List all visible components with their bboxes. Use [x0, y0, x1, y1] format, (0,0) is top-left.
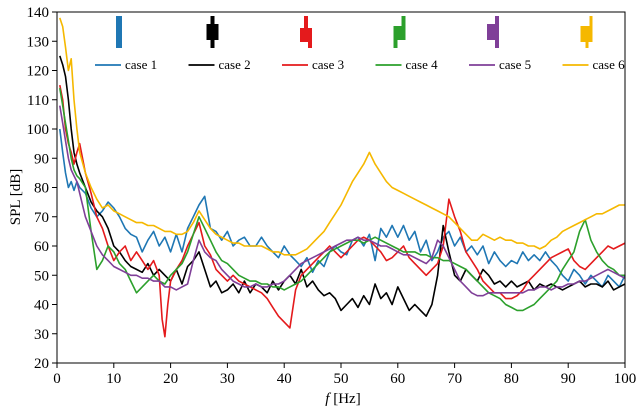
- legend-item-1: case 1: [95, 16, 157, 72]
- y-tick-label: 40: [34, 298, 49, 314]
- legend-label: case 2: [219, 57, 251, 72]
- x-tick-label: 100: [614, 371, 637, 387]
- series-line-3: [59, 84, 626, 338]
- offset-outlet-chamber-icon: [393, 16, 406, 48]
- offset-inlet-chamber-icon: [300, 16, 312, 48]
- series-line-6: [59, 17, 625, 256]
- legend-label: case 5: [499, 57, 531, 72]
- y-tick-label: 50: [34, 268, 49, 284]
- legend-item-4: case 4: [375, 16, 439, 72]
- y-tick-label: 90: [34, 151, 49, 167]
- series-line-4: [59, 87, 625, 312]
- x-tick-label: 60: [390, 371, 405, 387]
- axes-group: 0 10 20 30 40 50 60 70 80 90 100 20 30 40 50 60 70 80 90 10…: [27, 5, 637, 387]
- y-tick-label: 80: [34, 181, 49, 197]
- y-tick-label: 70: [34, 210, 49, 226]
- y-tick-label: 130: [27, 34, 50, 50]
- legend-label: case 6: [593, 57, 626, 72]
- extended-tube-chamber-icon: [580, 16, 593, 48]
- series-line-2: [59, 55, 626, 317]
- y-tick-label: 110: [27, 93, 49, 109]
- x-tick-label: 70: [447, 371, 462, 387]
- series-line-5: [59, 105, 626, 297]
- x-tick-label: 30: [220, 371, 235, 387]
- x-tick-label: 50: [334, 371, 349, 387]
- x-tick-label: 80: [504, 371, 519, 387]
- y-tick-label: 100: [27, 122, 50, 138]
- x-tick-label: 90: [561, 371, 576, 387]
- y-axis-label: SPL [dB]: [8, 169, 24, 226]
- offset-both-chamber-icon: [487, 16, 499, 48]
- y-tick-label: 30: [34, 327, 49, 343]
- y-tick-label: 140: [27, 5, 50, 21]
- legend-label: case 3: [312, 57, 344, 72]
- y-tick-label: 120: [27, 64, 50, 80]
- x-axis-label-italic: f: [325, 391, 331, 407]
- expansion-chamber-icon: [206, 16, 219, 48]
- x-axis-label-unit: [Hz]: [329, 391, 360, 407]
- x-tick-label: 0: [53, 371, 61, 387]
- x-tick-label: 40: [277, 371, 292, 387]
- legend-item-5: case 5: [469, 16, 531, 72]
- x-tick-label: 10: [106, 371, 121, 387]
- plot-series-group: [59, 17, 626, 338]
- straight-pipe-icon: [116, 16, 122, 48]
- y-tick-label: 60: [34, 239, 49, 255]
- legend-item-2: case 2: [188, 16, 251, 72]
- legend-label: case 1: [125, 57, 157, 72]
- x-tick-label: 20: [163, 371, 178, 387]
- legend-item-3: case 3: [282, 16, 344, 72]
- legend: case 1 case 2 case 3 case 4 case 5 case 6: [95, 16, 625, 72]
- x-axis-label: f [Hz]: [325, 391, 360, 407]
- legend-item-6: case 6: [562, 16, 626, 72]
- legend-label: case 4: [406, 57, 439, 72]
- y-tick-label: 20: [34, 356, 49, 372]
